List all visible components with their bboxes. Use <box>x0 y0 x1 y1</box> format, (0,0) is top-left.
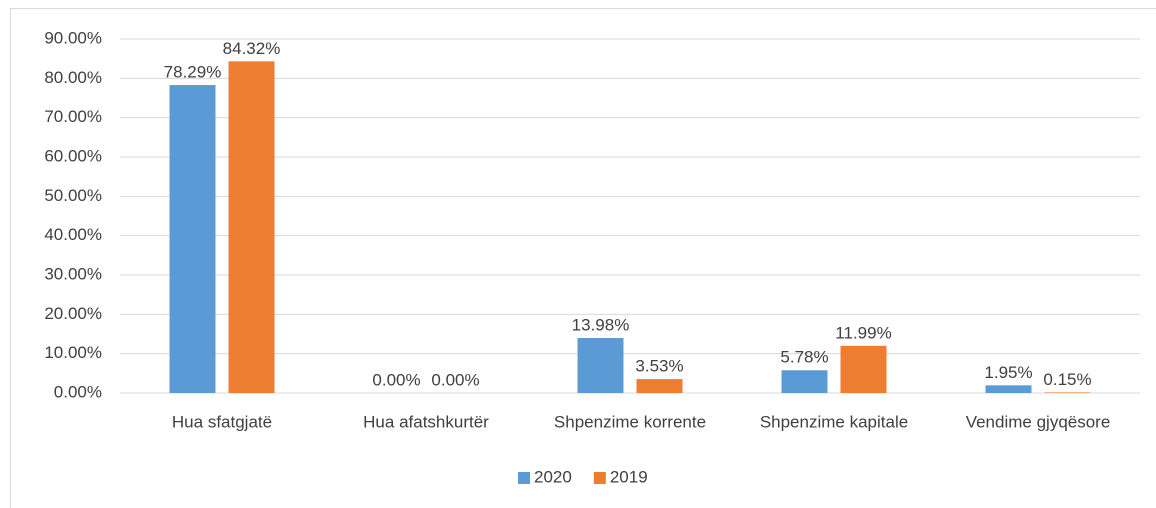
data-label: 0.00% <box>372 370 420 389</box>
y-tick-label: 10.00% <box>44 343 102 362</box>
y-tick-label: 60.00% <box>44 146 102 165</box>
bar <box>228 61 275 393</box>
y-tick-label: 40.00% <box>44 225 102 244</box>
x-tick-label: Hua sfatgjatë <box>172 412 272 431</box>
x-tick-label: Hua afatshkurtër <box>363 412 489 431</box>
y-tick-label: 70.00% <box>44 107 102 126</box>
x-tick-label: Shpenzime kapitale <box>760 412 908 431</box>
y-tick-label: 0.00% <box>54 382 102 401</box>
legend-swatch <box>518 472 530 484</box>
y-tick-label: 80.00% <box>44 68 102 87</box>
chart-border <box>10 8 1156 508</box>
bar <box>577 338 624 393</box>
y-tick-label: 30.00% <box>44 264 102 283</box>
data-label: 3.53% <box>635 357 683 376</box>
bar <box>169 85 216 394</box>
y-tick-label: 90.00% <box>44 28 102 47</box>
data-label: 13.98% <box>572 315 630 334</box>
data-label: 11.99% <box>835 323 891 342</box>
legend-swatch <box>593 472 606 484</box>
bar <box>1044 392 1091 393</box>
data-label: 0.15% <box>1043 370 1091 389</box>
bar <box>985 385 1032 393</box>
data-label: 84.32% <box>223 39 281 58</box>
data-label: 0.00% <box>431 370 479 389</box>
bar <box>781 370 828 393</box>
x-tick-label: Vendime gjyqësore <box>966 412 1111 431</box>
data-label: 78.29% <box>164 63 222 82</box>
data-label: 5.78% <box>780 348 828 367</box>
y-tick-label: 50.00% <box>44 186 102 205</box>
legend-label: 2019 <box>610 467 648 486</box>
legend-label: 2020 <box>534 467 572 486</box>
bar <box>840 345 887 393</box>
x-tick-label: Shpenzime korrente <box>554 412 706 431</box>
y-tick-label: 20.00% <box>44 304 102 323</box>
data-label: 1.95% <box>984 363 1032 382</box>
bar <box>636 379 683 393</box>
